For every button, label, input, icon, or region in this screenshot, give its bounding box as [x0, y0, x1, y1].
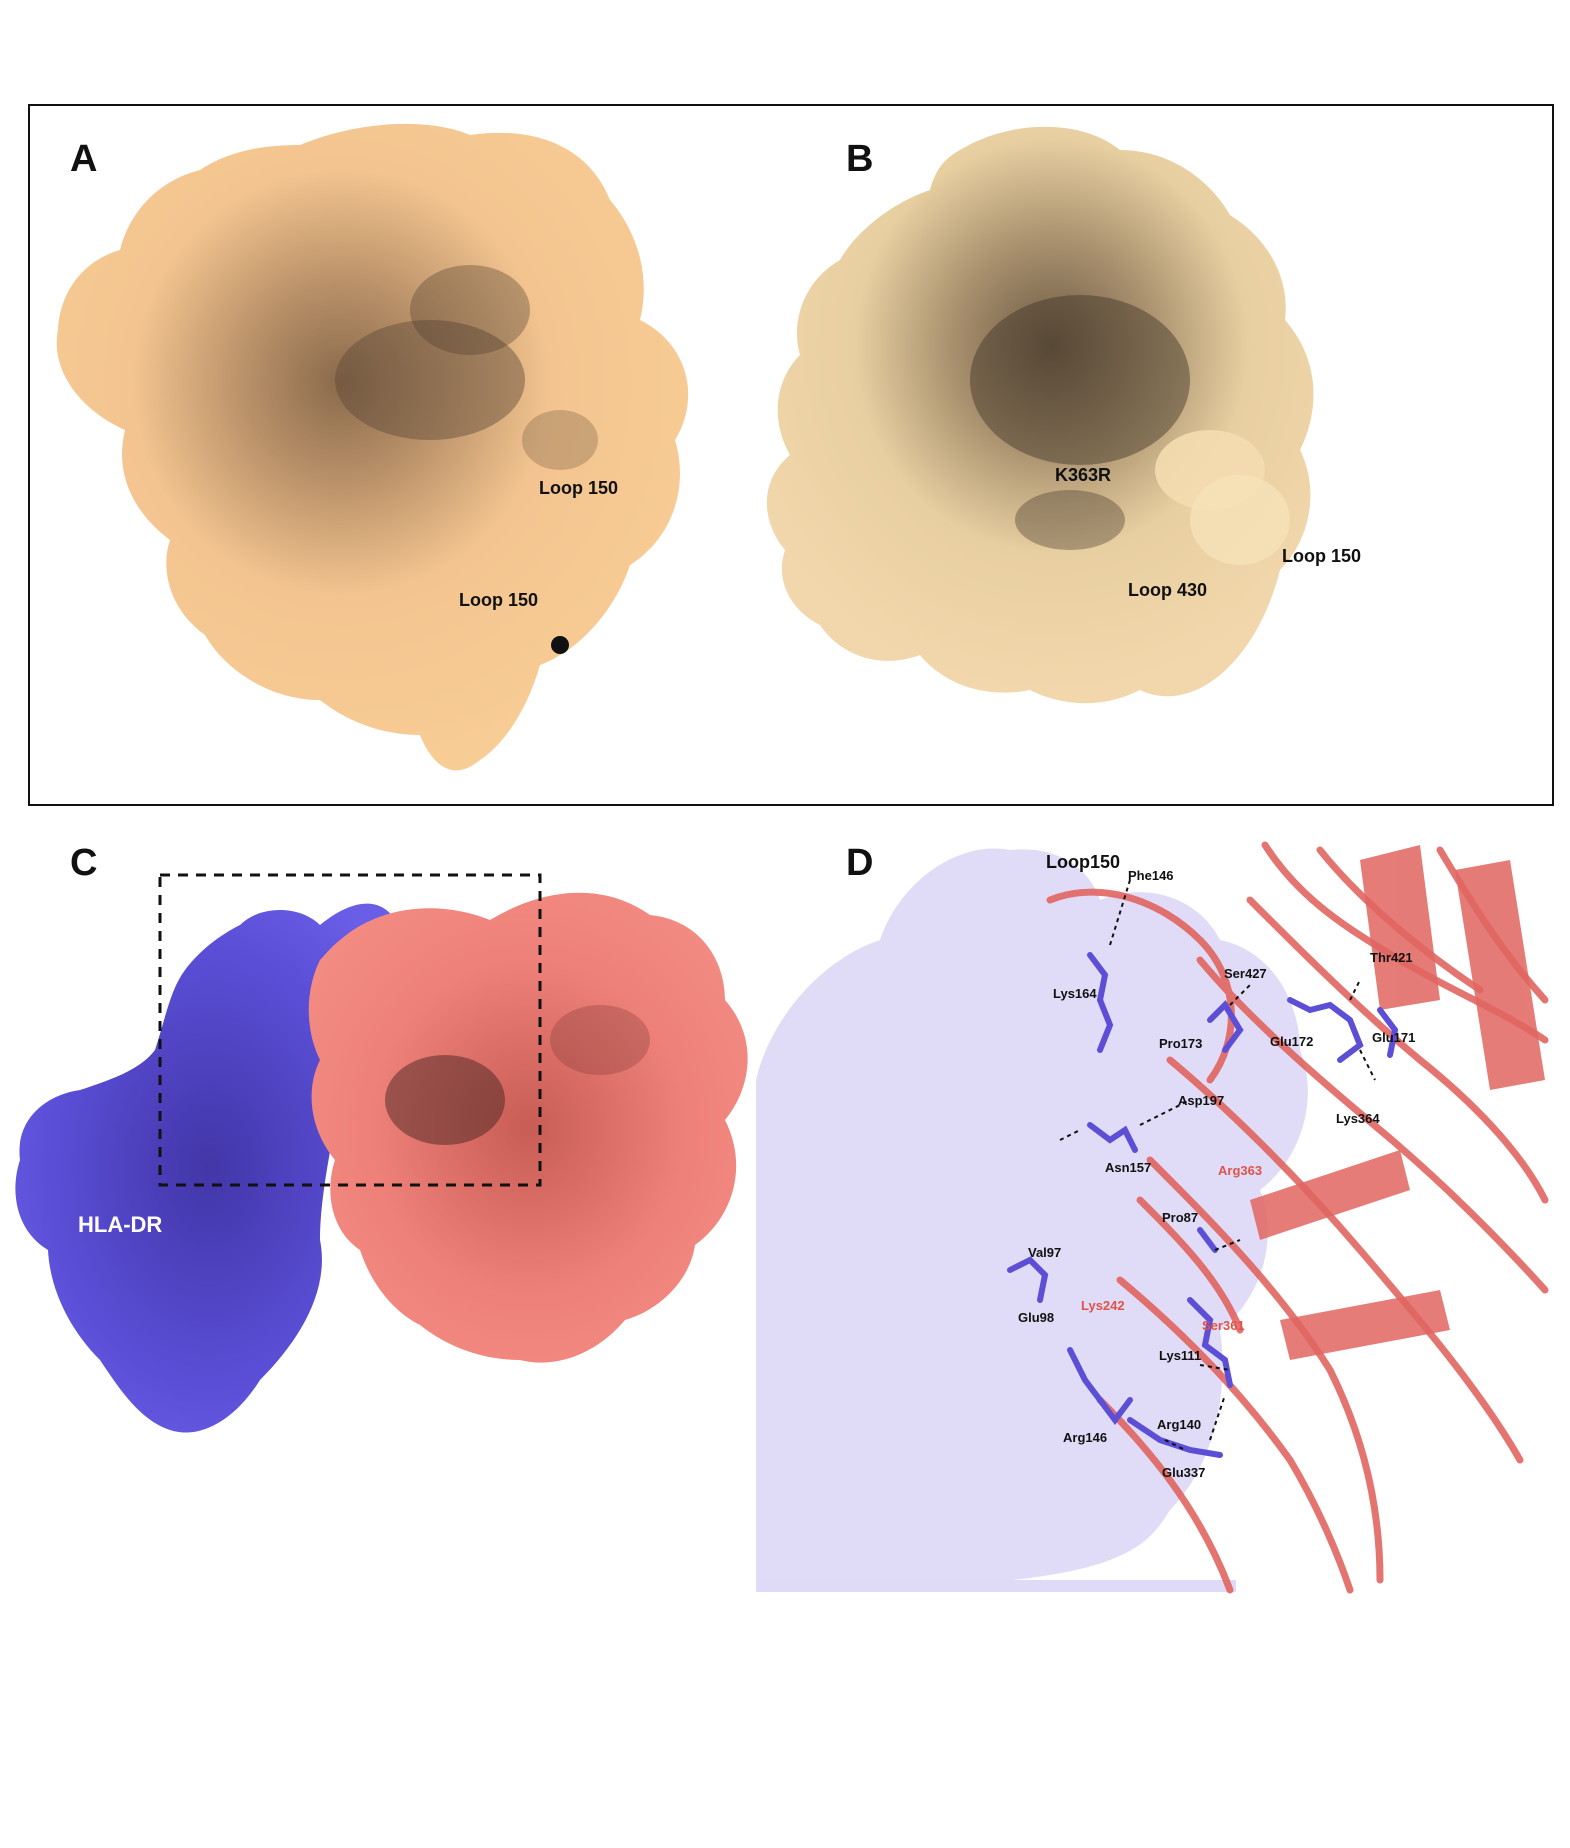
residue-ser361: Ser361: [1202, 1318, 1245, 1333]
partner-surface: [308, 892, 748, 1363]
panel-a-letter: A: [70, 138, 98, 180]
panel-d-title-loop150: Loop150: [1046, 852, 1121, 872]
hla-dr-surface: [15, 903, 403, 1433]
surface-a-shape: [56, 123, 689, 771]
panel-d-ghost-surface: [756, 848, 1308, 1590]
panel-b-label-k363r: K363R: [1055, 465, 1112, 485]
surface-a-groove: [410, 265, 530, 355]
residue-val97: Val97: [1028, 1245, 1062, 1260]
panel-ab-frame: [28, 104, 1554, 806]
surface-b-groove: [1015, 490, 1125, 550]
residue-glu337: Glu337: [1162, 1465, 1206, 1480]
residue-lys364: Lys364: [1336, 1111, 1380, 1126]
panel-a-label-loop150-lower: Loop 150: [459, 590, 539, 610]
panel-c-label-hla-dr: HLA-DR: [78, 1212, 163, 1237]
residue-glu98: Glu98: [1018, 1310, 1055, 1325]
panel-c-letter: C: [70, 842, 98, 884]
surface-b-loop150-bulge2: [1190, 475, 1290, 565]
residue-arg140: Arg140: [1157, 1417, 1202, 1432]
residue-phe146: Phe146: [1128, 868, 1174, 883]
panel-b-letter: B: [846, 138, 874, 180]
residue-asp197: Asp197: [1178, 1093, 1225, 1108]
residue-lys111: Lys111: [1159, 1348, 1202, 1363]
panel-d-ghost-base: [756, 1580, 1236, 1592]
panel-d-helices: [1250, 845, 1545, 1360]
residue-arg146: Arg146: [1063, 1430, 1108, 1445]
partner-pocket: [385, 1055, 505, 1145]
panel-d-hbonds: [1059, 879, 1376, 1451]
panel-b-label-loop430: Loop 430: [1128, 580, 1208, 600]
surface-a-pocket: [335, 320, 525, 440]
residue-arg363: Arg363: [1218, 1163, 1263, 1178]
residue-pro173: Pro173: [1159, 1036, 1203, 1051]
panel-b-label-loop150: Loop 150: [1282, 546, 1362, 566]
surface-b-pocket: [970, 295, 1190, 465]
surface-a-cavity: [522, 410, 598, 470]
residue-thr421: Thr421: [1370, 950, 1413, 965]
residue-pro87: Pro87: [1162, 1210, 1199, 1225]
surface-a-hole: [551, 636, 569, 654]
residue-asn157: Asn157: [1105, 1160, 1152, 1175]
panel-d-letter: D: [846, 842, 874, 884]
panel-a-label-loop150-upper: Loop 150: [539, 478, 619, 498]
surface-b-shape: [766, 126, 1314, 704]
residue-lys242: Lys242: [1081, 1298, 1125, 1313]
partner-groove: [550, 1005, 650, 1075]
residue-lys164: Lys164: [1053, 986, 1097, 1001]
zoom-box: [158, 873, 542, 1187]
residue-ser427: Ser427: [1224, 966, 1267, 981]
residue-glu171: Glu171: [1372, 1030, 1416, 1045]
residue-glu172: Glu172: [1270, 1034, 1314, 1049]
